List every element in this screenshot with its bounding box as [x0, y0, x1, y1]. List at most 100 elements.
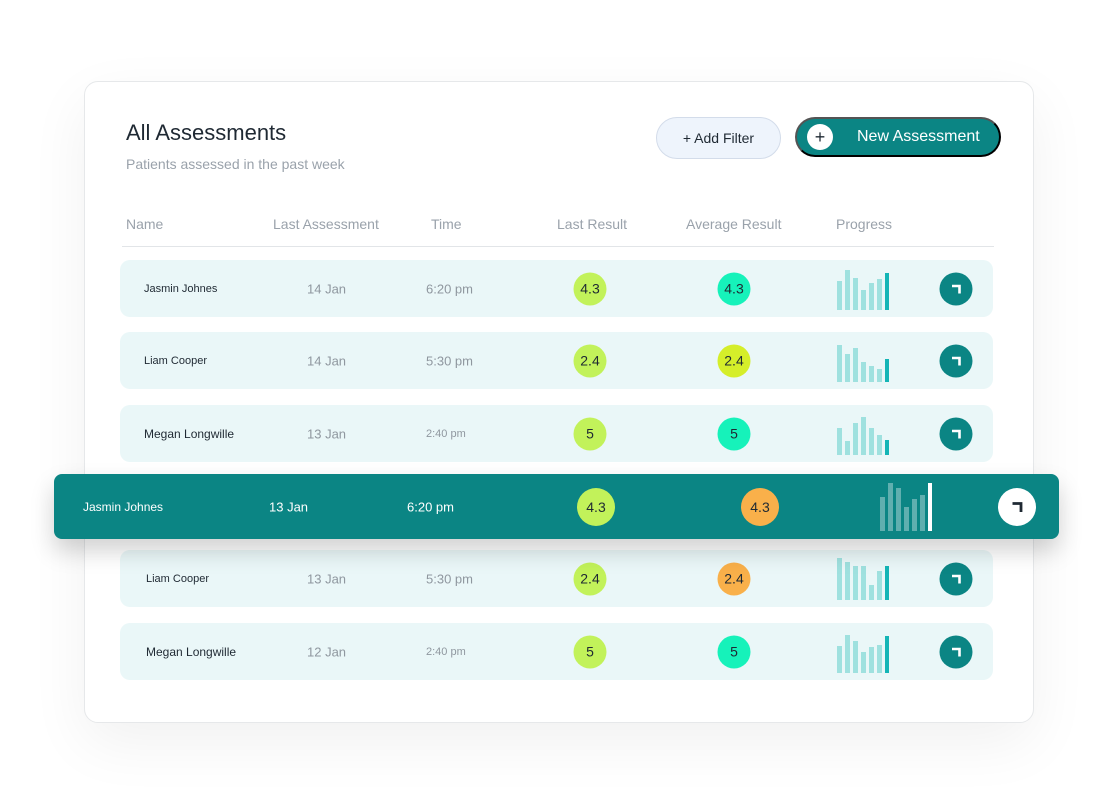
- average-result-badge: 5: [717, 635, 751, 668]
- progress-bar: [845, 634, 850, 673]
- last-result-badge: 4.3: [577, 487, 615, 526]
- progress-chart: [837, 268, 897, 310]
- column-header-average-result[interactable]: Average Result: [686, 216, 782, 232]
- average-result-badge: 2.4: [717, 344, 751, 377]
- corner-arrow-icon: [952, 429, 961, 438]
- corner-arrow-icon: [1012, 501, 1023, 512]
- table-row[interactable]: Megan Longwille 12 Jan 2:40 pm 5 5: [120, 623, 993, 680]
- progress-bar: [861, 361, 866, 382]
- page-title: All Assessments: [126, 120, 287, 145]
- patient-name: Jasmin Johnes: [83, 499, 164, 514]
- progress-bar: [861, 416, 866, 455]
- progress-bar: [837, 280, 842, 310]
- assessment-time: 5:30 pm: [426, 353, 473, 368]
- progress-bar: [853, 422, 858, 455]
- patient-name: Megan Longwille: [144, 426, 235, 441]
- progress-bar: [928, 482, 932, 531]
- table-row[interactable]: Liam Cooper 13 Jan 5:30 pm 2.4 2.4: [120, 550, 993, 607]
- progress-chart: [880, 482, 940, 531]
- last-assessment-date: 13 Jan: [307, 426, 347, 441]
- column-header-last-assessment[interactable]: Last Assessment: [273, 216, 379, 232]
- progress-bar: [869, 646, 874, 673]
- patient-name: Jasmin Johnes: [144, 282, 218, 295]
- progress-bar: [880, 496, 885, 531]
- last-result-badge: 2.4: [573, 562, 607, 595]
- column-header-time[interactable]: Time: [431, 216, 462, 232]
- progress-bar: [853, 565, 858, 600]
- patient-name: Liam Cooper: [144, 354, 207, 367]
- progress-bar: [904, 506, 909, 531]
- last-assessment-date: 13 Jan: [269, 499, 309, 514]
- corner-arrow-icon: [952, 356, 961, 365]
- progress-bar: [885, 439, 889, 455]
- progress-bar: [885, 635, 889, 673]
- progress-bar: [845, 440, 850, 455]
- table-row[interactable]: Jasmin Johnes 14 Jan 6:20 pm 4.3 4.3: [120, 260, 993, 317]
- average-result-badge: 4.3: [717, 272, 751, 305]
- progress-bar: [845, 561, 850, 600]
- progress-bar: [837, 344, 842, 382]
- last-assessment-date: 13 Jan: [307, 571, 347, 586]
- corner-arrow-icon: [952, 284, 961, 293]
- assessment-time: 2:40 pm: [426, 645, 466, 658]
- progress-bar: [845, 269, 850, 310]
- progress-bar: [885, 565, 889, 600]
- new-assessment-button[interactable]: + New Assessment: [795, 117, 1001, 157]
- progress-bar: [869, 282, 874, 310]
- progress-chart: [837, 413, 897, 455]
- progress-bar: [888, 482, 893, 531]
- progress-bar: [853, 640, 858, 673]
- average-result-badge: 5: [717, 417, 751, 450]
- open-record-button[interactable]: [939, 272, 973, 305]
- patient-name: Megan Longwille: [146, 644, 237, 659]
- new-assessment-label: New Assessment: [857, 128, 980, 145]
- progress-bar: [877, 278, 882, 310]
- last-assessment-date: 12 Jan: [307, 644, 347, 659]
- progress-bar: [885, 358, 889, 382]
- table-row[interactable]: Megan Longwille 13 Jan 2:40 pm 5 5: [120, 405, 993, 462]
- progress-bar: [861, 651, 866, 673]
- progress-bar: [837, 427, 842, 455]
- progress-bar: [912, 498, 917, 531]
- progress-chart: [837, 631, 897, 673]
- progress-bar: [869, 584, 874, 600]
- column-header-name[interactable]: Name: [126, 216, 164, 232]
- column-header-progress[interactable]: Progress: [836, 216, 893, 232]
- assessment-time: 6:20 pm: [407, 499, 454, 514]
- last-result-badge: 2.4: [573, 344, 607, 377]
- progress-bar: [920, 494, 925, 531]
- header-divider: [122, 246, 994, 247]
- assessment-time: 6:20 pm: [426, 281, 473, 296]
- open-record-button[interactable]: [939, 562, 973, 595]
- last-result-badge: 5: [573, 635, 607, 668]
- plus-icon: +: [807, 124, 833, 150]
- progress-bar: [869, 427, 874, 455]
- last-result-badge: 5: [573, 417, 607, 450]
- table-row-highlighted[interactable]: Jasmin Johnes 13 Jan 6:20 pm 4.3 4.3: [54, 474, 1059, 539]
- last-assessment-date: 14 Jan: [307, 353, 347, 368]
- patient-name: Liam Cooper: [146, 572, 209, 585]
- progress-bar: [837, 557, 842, 600]
- assessment-time: 2:40 pm: [426, 427, 466, 440]
- assessment-time: 5:30 pm: [426, 571, 473, 586]
- open-record-button[interactable]: [939, 344, 973, 377]
- progress-bar: [877, 570, 882, 600]
- column-header-last-result[interactable]: Last Result: [557, 216, 628, 232]
- open-record-button[interactable]: [939, 635, 973, 668]
- progress-bar: [853, 277, 858, 310]
- assessments-card: [84, 81, 1034, 723]
- progress-chart: [837, 557, 897, 600]
- open-record-button[interactable]: [939, 417, 973, 450]
- progress-bar: [845, 353, 850, 382]
- progress-bar: [861, 565, 866, 600]
- progress-bar: [877, 434, 882, 455]
- progress-bar: [877, 368, 882, 382]
- add-filter-button[interactable]: + Add Filter: [656, 117, 781, 159]
- progress-bar: [885, 272, 889, 310]
- table-row[interactable]: Liam Cooper 14 Jan 5:30 pm 2.4 2.4: [120, 332, 993, 389]
- open-record-button[interactable]: [998, 487, 1036, 526]
- progress-bar: [837, 645, 842, 673]
- last-assessment-date: 14 Jan: [307, 281, 347, 296]
- last-result-badge: 4.3: [573, 272, 607, 305]
- progress-bar: [853, 347, 858, 382]
